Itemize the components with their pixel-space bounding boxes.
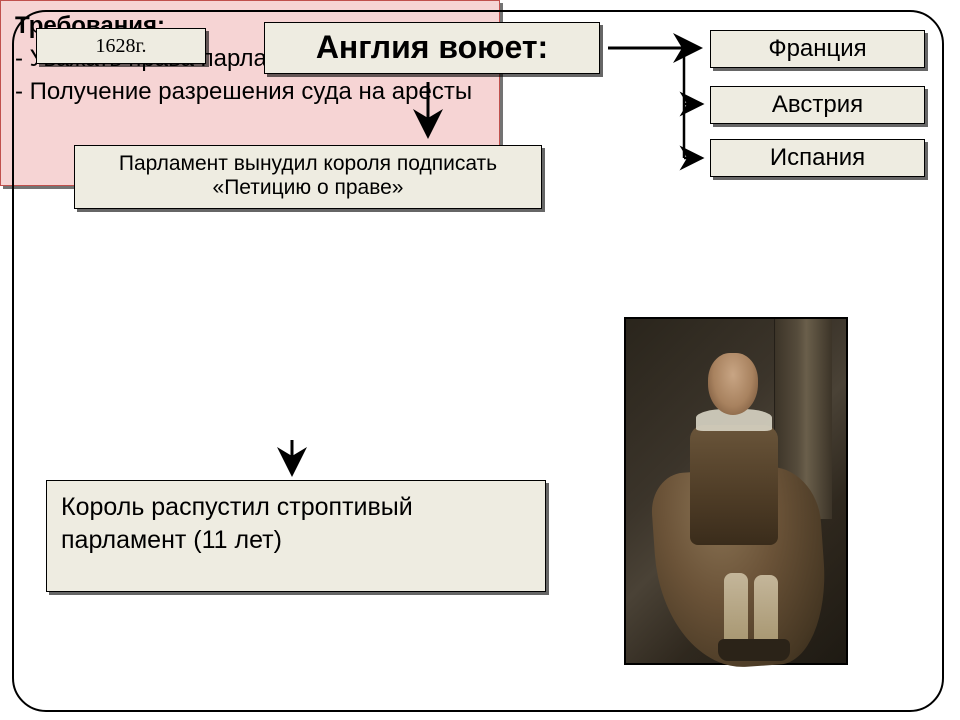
- portrait-head: [708, 353, 758, 415]
- parliament-text: Парламент вынудил короля подписать «Пети…: [119, 152, 497, 199]
- dissolved-box: Король распустил строптивый парламент (1…: [46, 480, 546, 592]
- country-label: Австрия: [772, 91, 863, 118]
- portrait-boots: [718, 639, 790, 661]
- year-text: 1628г.: [96, 35, 147, 57]
- king-portrait: [624, 317, 848, 665]
- country-box-france: Франция: [710, 30, 925, 68]
- country-label: Франция: [768, 35, 866, 62]
- portrait-leg-right: [754, 575, 778, 647]
- dissolved-text: Король распустил строптивый парламент (1…: [61, 493, 413, 554]
- country-box-austria: Австрия: [710, 86, 925, 124]
- title-box: Англия воюет:: [264, 22, 600, 74]
- country-box-spain: Испания: [710, 139, 925, 177]
- title-text: Англия воюет:: [316, 29, 548, 65]
- country-label: Испания: [770, 144, 865, 171]
- portrait-leg-left: [724, 573, 748, 647]
- year-box: 1628г.: [36, 28, 206, 64]
- portrait-torso: [690, 425, 778, 545]
- parliament-box: Парламент вынудил короля подписать «Пети…: [74, 145, 542, 209]
